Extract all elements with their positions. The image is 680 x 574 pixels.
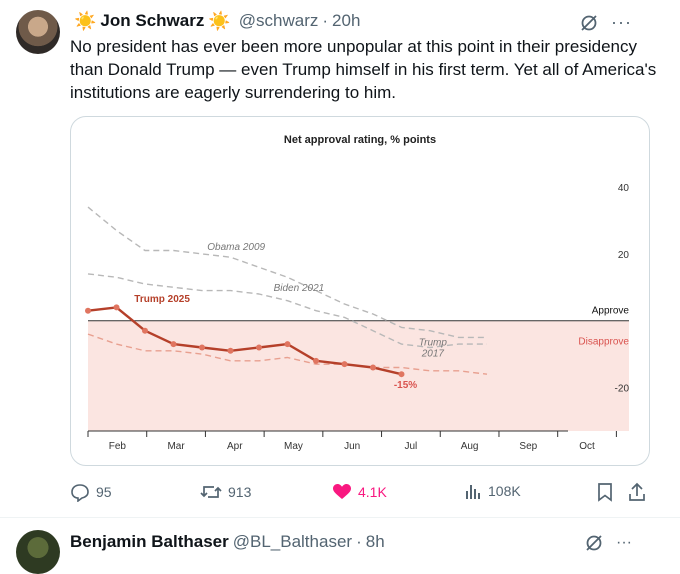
bookmark-button[interactable] (596, 482, 614, 502)
data-point (313, 357, 319, 364)
more-options-icon[interactable]: ··· (616, 534, 632, 551)
repost-count: 913 (228, 484, 252, 500)
series-line (87, 333, 488, 375)
analytics-icon (466, 485, 480, 499)
handle[interactable]: @BL_Balthaser (232, 532, 353, 551)
data-point (284, 341, 291, 348)
avatar[interactable] (16, 10, 60, 54)
display-name[interactable]: Benjamin Balthaser (70, 532, 229, 551)
share-icon (629, 482, 645, 501)
series-label: Trump (419, 337, 448, 348)
tweet-divider (0, 517, 680, 518)
x-tick-label: Jun (344, 441, 360, 452)
data-point (341, 361, 348, 368)
like-count: 4.1K (358, 484, 387, 500)
like-button[interactable]: 4.1K (332, 482, 387, 502)
x-tick-label: May (284, 441, 303, 452)
view-count: 108K (488, 483, 521, 499)
x-tick-label: Sep (519, 441, 537, 452)
data-point (398, 371, 405, 378)
x-tick-label: Feb (109, 441, 127, 452)
data-point (199, 344, 205, 351)
disapprove-zone (88, 320, 629, 431)
more-options-icon[interactable]: ··· (611, 12, 632, 32)
chart-image-card[interactable]: Net approval rating, % points 40 20 -20 Appr… (70, 116, 650, 466)
handle[interactable]: @schwarz (238, 11, 319, 30)
y-tick-label: -20 (615, 384, 630, 395)
data-point (170, 341, 177, 348)
x-tick-label: Apr (227, 441, 243, 452)
end-value-label: -15% (394, 380, 417, 391)
x-tick-label: Jul (405, 441, 418, 452)
grok-icon[interactable] (584, 533, 604, 553)
timestamp[interactable]: 8h (365, 532, 385, 551)
tweet-top-actions: ··· (584, 533, 632, 553)
approval-chart: Net approval rating, % points 40 20 -20 Appr… (85, 134, 630, 452)
series-line (87, 273, 487, 349)
data-point (113, 304, 120, 311)
share-button[interactable] (628, 482, 646, 502)
data-point (370, 364, 376, 371)
x-tick-label: Aug (461, 441, 479, 452)
repost-icon (200, 486, 222, 498)
chart-title: Net approval rating, % points (284, 134, 436, 146)
series-label: Biden 2021 (274, 283, 325, 294)
reply-icon (71, 484, 89, 502)
views-button[interactable]: 108K (464, 482, 521, 500)
series-line (87, 206, 487, 339)
series-label: 2017 (421, 348, 445, 359)
series-label: Obama 2009 (207, 242, 265, 253)
tweet-header: Benjamin Balthaser @BL_Balthaser · 8h (70, 531, 385, 553)
timestamp[interactable]: 20h (332, 11, 361, 30)
tweet-top-actions: ··· (579, 12, 632, 33)
disapprove-zone-label: Disapprove (578, 337, 629, 348)
reply-count: 95 (96, 484, 112, 500)
separator: · (356, 532, 362, 551)
tweet-actions: 95 913 4.1K 108K (70, 482, 650, 502)
heart-icon (333, 484, 351, 499)
y-tick-label: 40 (618, 183, 630, 194)
approve-zone-label: Approve (592, 306, 630, 317)
bookmark-icon (598, 483, 612, 502)
series-line (87, 306, 402, 376)
data-point (85, 307, 91, 314)
x-tick-label: Mar (167, 441, 185, 452)
tweet-text: No president has ever been more unpopula… (70, 37, 657, 102)
separator: · (322, 11, 329, 30)
data-point (142, 327, 148, 334)
data-point (227, 347, 234, 354)
series-label: Trump 2025 (134, 294, 190, 305)
display-name[interactable]: Jon Schwarz (100, 11, 205, 30)
data-point (256, 344, 262, 351)
y-tick-label: 20 (618, 250, 630, 261)
sun-emoji-icon: ☀️ (208, 10, 231, 31)
reply-button[interactable]: 95 (70, 482, 112, 502)
tweet-header: ☀️ Jon Schwarz ☀️ @schwarz · 20h (70, 10, 360, 32)
sun-emoji-icon: ☀️ (74, 10, 97, 31)
x-tick-label: Oct (579, 441, 595, 452)
avatar[interactable] (16, 530, 60, 574)
grok-icon[interactable] (579, 13, 599, 33)
repost-button[interactable]: 913 (200, 482, 251, 502)
